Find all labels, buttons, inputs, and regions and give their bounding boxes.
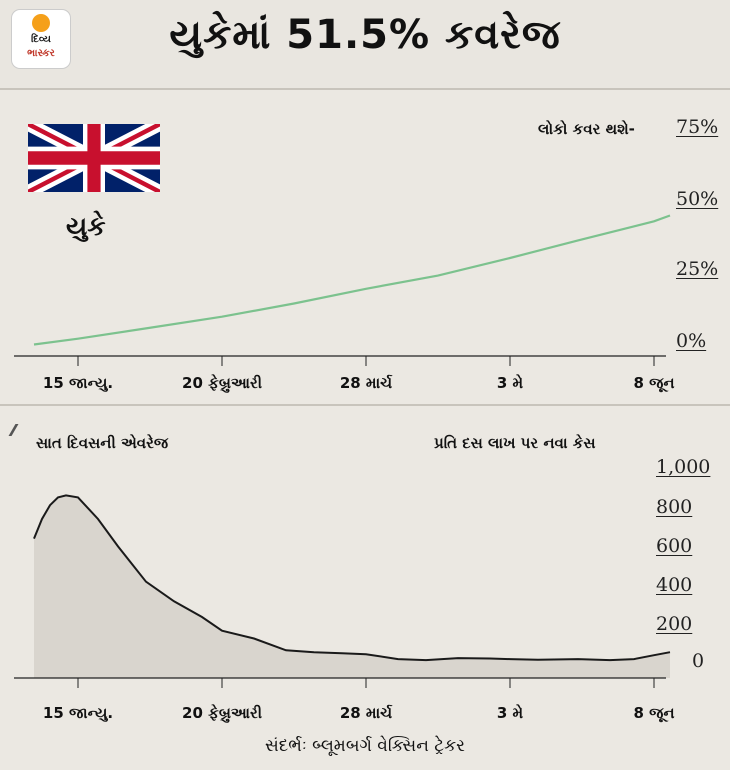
- source-note: સંદર્ભઃ બ્લૂમબર્ગ વેક્સિન ટ્રેકર: [265, 736, 465, 756]
- logo-text-2: ભાસ્કર: [27, 48, 55, 59]
- header: દિવ્ય ભાસ્કર યુકેમાં 51.5% કવરેજ: [0, 0, 730, 88]
- coverage-ytick: 75%: [676, 116, 719, 138]
- cases-xtick: 28 માર્ચ: [339, 704, 393, 722]
- cases-xtick: 20 ફેબ્રુઆરી: [182, 704, 262, 722]
- coverage-series-line: [33, 214, 671, 346]
- coverage-xtick: 15 જાન્યુ.: [42, 374, 114, 392]
- logo-text-1: દિવ્ય: [31, 34, 51, 45]
- sun-icon: [32, 14, 50, 32]
- cases-axis-label: પ્રતિ દસ લાખ પર નવા કેસ: [434, 434, 596, 452]
- cases-area-fill: [34, 495, 670, 678]
- coverage-xtick: 28 માર્ચ: [339, 374, 393, 392]
- header-divider: [0, 88, 730, 90]
- cases-xtick: 3 મે: [496, 704, 524, 722]
- cases-xtick: 8 જૂન: [633, 704, 675, 722]
- cases-ytick: 600: [656, 535, 693, 557]
- coverage-ytick: 50%: [676, 188, 719, 210]
- cases-chart-title: સાત દિવસની એવરેજ: [36, 434, 169, 452]
- brand-logo[interactable]: દિવ્ય ભાસ્કર: [12, 10, 70, 68]
- cases-series-line: [33, 494, 671, 662]
- cases-ytick: 1,000: [656, 456, 711, 478]
- uk-flag-icon: [28, 124, 160, 192]
- coverage-xtick: 8 જૂન: [633, 374, 675, 392]
- coverage-ytick: 0%: [676, 330, 707, 352]
- cases-ytick: 0: [692, 650, 705, 672]
- coverage-axis-label: લોકો કવર થશે-: [538, 120, 635, 138]
- cases-ytick: 800: [656, 496, 693, 518]
- page-title: યુકેમાં 51.5% કવરેજ: [169, 12, 561, 58]
- country-label: યુકે: [66, 212, 106, 242]
- cases-xtick: 15 જાન્યુ.: [42, 704, 114, 722]
- coverage-xtick: 3 મે: [496, 374, 524, 392]
- coverage-xtick: 20 ફેબ્રુઆરી: [182, 374, 262, 392]
- cases-ytick: 200: [656, 613, 693, 635]
- section-divider: [0, 404, 730, 406]
- cases-ytick: 400: [656, 574, 693, 596]
- coverage-ytick: 25%: [676, 258, 719, 280]
